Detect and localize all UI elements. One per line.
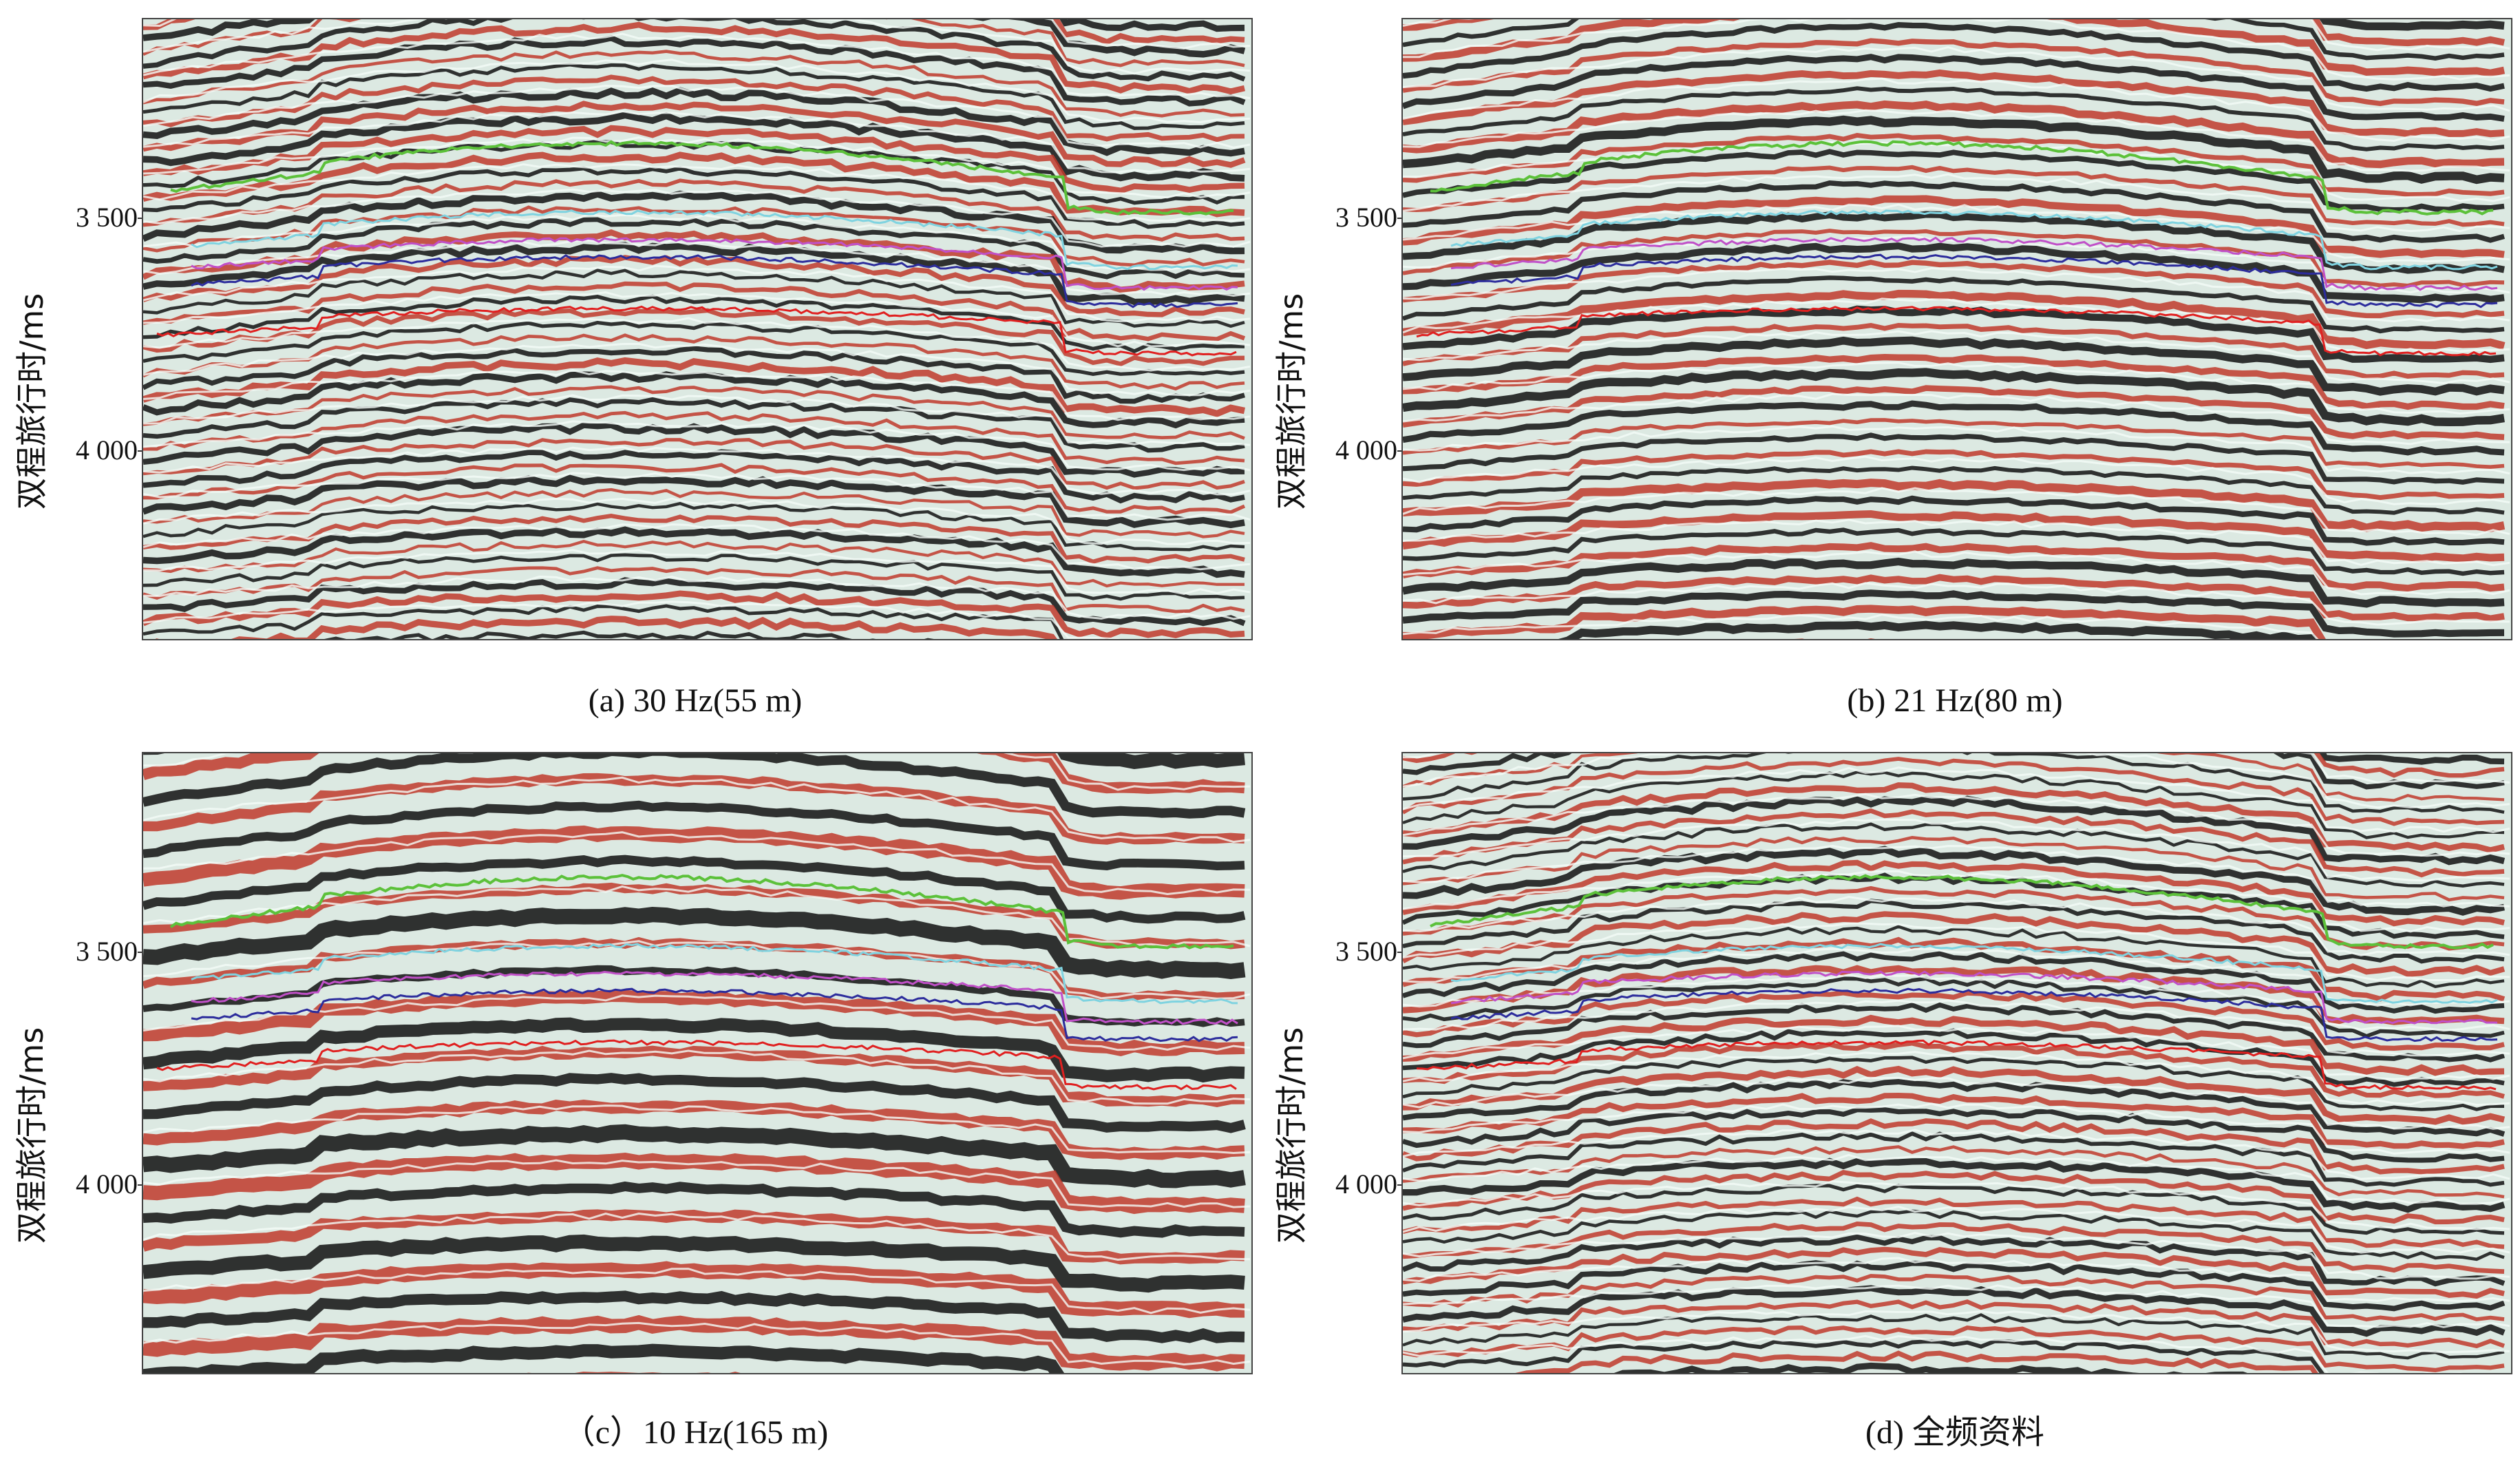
panel-caption: （c）10 Hz(165 m) (562, 1414, 829, 1451)
panel-caption: (a) 30 Hz(55 m) (588, 682, 803, 719)
seismic-image (1403, 19, 2511, 639)
y-tick-label: 3 500 (1335, 936, 1397, 967)
y-axis-label: 双程旅行时/ms (1273, 1027, 1310, 1244)
y-axis-label: 双程旅行时/ms (13, 1027, 50, 1244)
y-tick-label: 4 000 (76, 434, 138, 465)
seismic-image (143, 19, 1251, 639)
seismic-image (143, 753, 1251, 1373)
y-axis-label: 双程旅行时/ms (1273, 293, 1310, 510)
y-tick-label: 3 500 (76, 202, 138, 233)
y-tick-label: 4 000 (76, 1168, 138, 1199)
seismic-section (1401, 752, 2512, 1374)
seismic-image (1403, 753, 2511, 1373)
y-tick-label: 3 500 (76, 936, 138, 967)
y-axis-label: 双程旅行时/ms (13, 293, 50, 510)
y-tick-label: 4 000 (1335, 1168, 1397, 1199)
seismic-section (142, 752, 1253, 1374)
y-tick-label: 4 000 (1335, 434, 1397, 465)
panel-caption: (d) 全频资料 (1865, 1414, 2044, 1451)
seismic-section (142, 18, 1253, 640)
y-tick-label: 3 500 (1335, 202, 1397, 233)
seismic-section (1401, 18, 2512, 640)
panel-caption: (b) 21 Hz(80 m) (1847, 682, 2063, 719)
